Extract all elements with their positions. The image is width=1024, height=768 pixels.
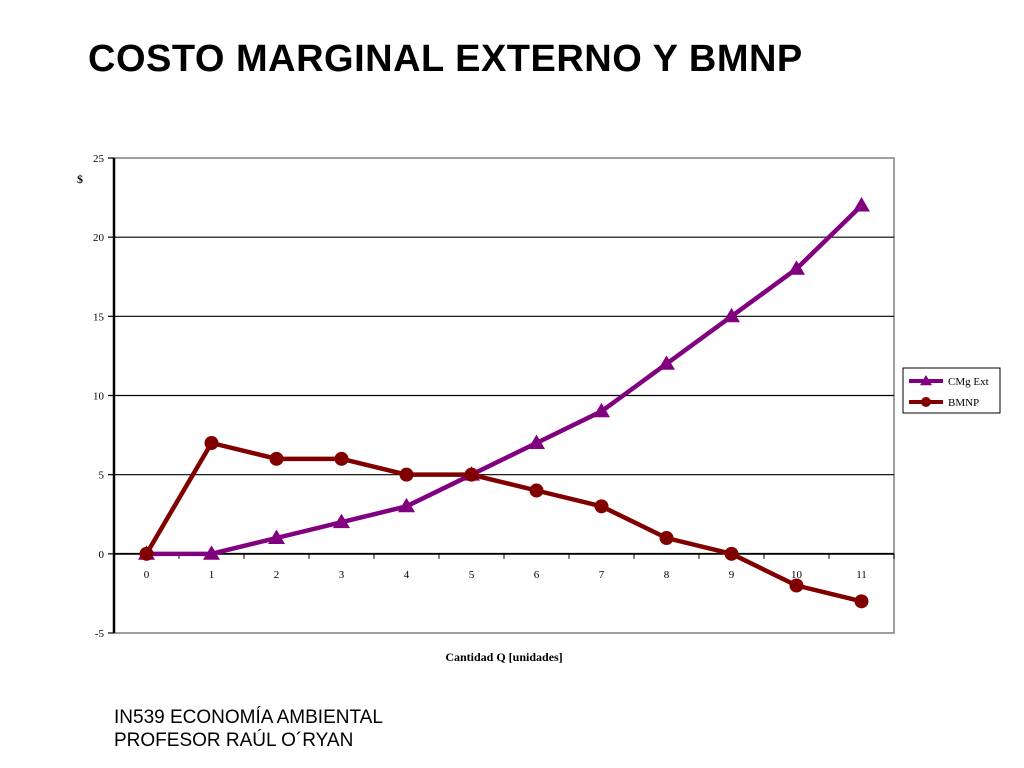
x-tick-label: 7	[599, 569, 605, 581]
legend-box	[902, 367, 1001, 414]
data-point-cmg-ext	[593, 402, 610, 418]
data-point-bmnp	[464, 467, 479, 482]
legend-label-cmg-ext: CMg Ext	[948, 376, 989, 388]
data-point-bmnp	[399, 467, 414, 482]
y-tick-label: 25	[93, 153, 105, 165]
data-point-cmg-ext	[788, 260, 805, 275]
y-axis: -5 0 5 10 15 20 25	[93, 153, 116, 640]
data-point-bmnp	[594, 499, 609, 514]
data-point-bmnp	[139, 546, 154, 561]
x-axis: 0 1 2 3 4 5 6 7 8 9 10 11	[113, 552, 895, 581]
data-point-bmnp	[529, 483, 544, 498]
footer-course: IN539 ECONOMÍA AMBIENTAL	[114, 707, 383, 728]
y-tick-label: 15	[93, 311, 105, 323]
x-tick-label: 4	[404, 569, 410, 581]
x-tick-label: 10	[791, 569, 803, 581]
series-bmnp	[139, 436, 869, 609]
data-point-bmnp	[854, 594, 869, 609]
data-point-bmnp	[269, 451, 284, 466]
data-point-bmnp	[789, 578, 804, 593]
y-tick-label: 5	[99, 470, 105, 482]
legend-label-bmnp: BMNP	[948, 397, 979, 409]
y-axis-label: $	[77, 172, 83, 186]
data-point-cmg-ext	[658, 355, 675, 370]
data-point-cmg-ext	[333, 513, 350, 529]
data-point-bmnp	[334, 451, 349, 466]
footer-professor: PROFESOR RAÚL O´RYAN	[114, 730, 354, 751]
data-point-bmnp	[204, 436, 219, 450]
x-tick-label: 5	[469, 569, 475, 581]
y-tick-label: -5	[95, 628, 105, 640]
x-tick-label: 3	[339, 569, 345, 581]
legend-marker-bmnp	[921, 397, 931, 407]
x-tick-label: 11	[856, 569, 867, 581]
data-point-cmg-ext	[398, 497, 415, 513]
series-line-cmg-ext	[146, 203, 864, 557]
series-layer	[138, 197, 870, 609]
data-point-bmnp	[659, 531, 674, 545]
data-point-cmg-ext	[528, 434, 545, 449]
x-tick-label: 2	[274, 569, 280, 581]
y-tick-label: 20	[93, 232, 105, 244]
legend-marker-cmg-ext	[920, 375, 932, 386]
x-tick-label: 1	[209, 569, 215, 581]
data-point-cmg-ext	[723, 307, 740, 323]
series-line-bmnp	[144, 440, 863, 604]
legend: CMg Ext BMNP	[902, 367, 1001, 414]
footer: IN539 ECONOMÍA AMBIENTAL PROFESOR RAÚL O…	[114, 706, 383, 752]
x-tick-label: 6	[534, 569, 540, 581]
y-tick-label: 0	[99, 549, 105, 561]
data-point-bmnp	[724, 546, 739, 561]
data-point-cmg-ext	[268, 529, 285, 544]
y-tick-label: 10	[93, 391, 105, 403]
gridlines	[114, 236, 894, 476]
x-tick-label: 0	[144, 569, 150, 581]
data-point-cmg-ext	[203, 545, 220, 560]
x-tick-label: 9	[729, 569, 735, 581]
x-axis-label: Cantidad Q [unidades]	[445, 650, 562, 664]
data-point-cmg-ext	[853, 197, 870, 212]
line-chart: -5 0 5 10 15 20 25 0 1 2 3 4 5 6 7 8 9 10 11 $ Cantidad Q…	[77, 153, 1001, 664]
slide-title: COSTO MARGINAL EXTERNO Y BMNP	[88, 38, 803, 80]
x-tick-label: 8	[664, 569, 670, 581]
